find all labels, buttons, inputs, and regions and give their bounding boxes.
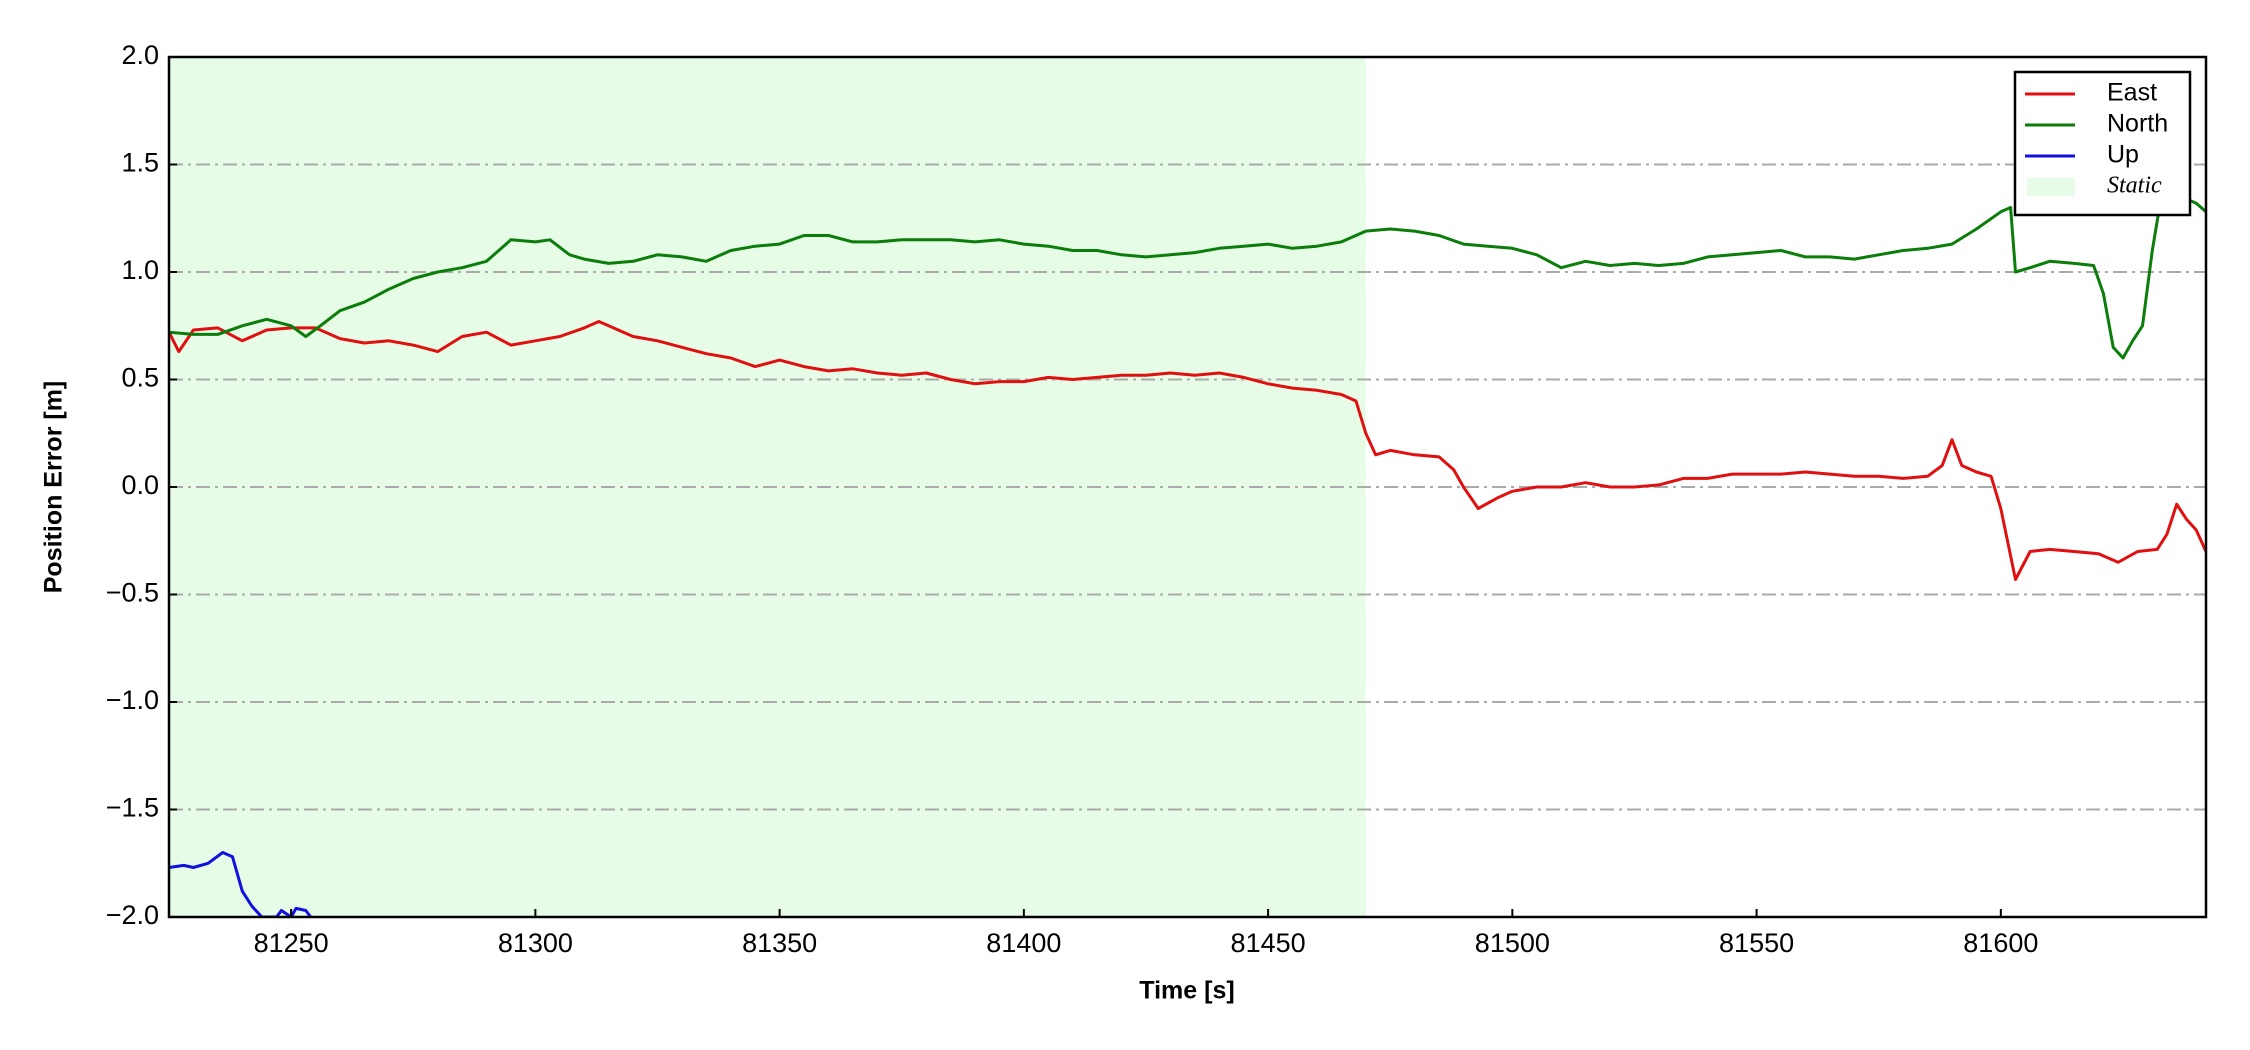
x-tick-label: 81450 [1231,928,1306,958]
y-tick-label: 1.0 [121,255,159,285]
y-tick-label: 2.0 [121,40,159,70]
y-axis-label: Position Error [m] [40,381,68,594]
legend-label: North [2107,110,2168,138]
series-line [169,851,312,917]
x-axis-label: Time [s] [1139,977,1234,1005]
legend-label: Static [2107,173,2162,199]
series-line [169,190,2206,360]
plot-area [169,57,2206,917]
series-line [169,320,2206,581]
legend-label: East [2107,79,2157,107]
y-tick-label: 0.0 [121,470,159,500]
x-tick-label: 81500 [1475,928,1550,958]
y-tick-label: −1.5 [106,793,159,823]
x-tick-label: 81300 [498,928,573,958]
x-tick-label: 81400 [986,928,1061,958]
y-tick-label: 1.5 [121,148,159,178]
x-tick-label: 81600 [1963,928,2038,958]
legend-label: Up [2107,141,2139,169]
y-tick-label: −1.0 [106,685,159,715]
y-tick-label: −2.0 [106,900,159,930]
x-tick-label: 81550 [1719,928,1794,958]
y-tick-label: 0.5 [121,363,159,393]
x-tick-label: 81250 [254,928,329,958]
x-tick-label: 81350 [742,928,817,958]
y-tick-label: −0.5 [106,578,159,608]
legend-swatch [2027,178,2075,196]
